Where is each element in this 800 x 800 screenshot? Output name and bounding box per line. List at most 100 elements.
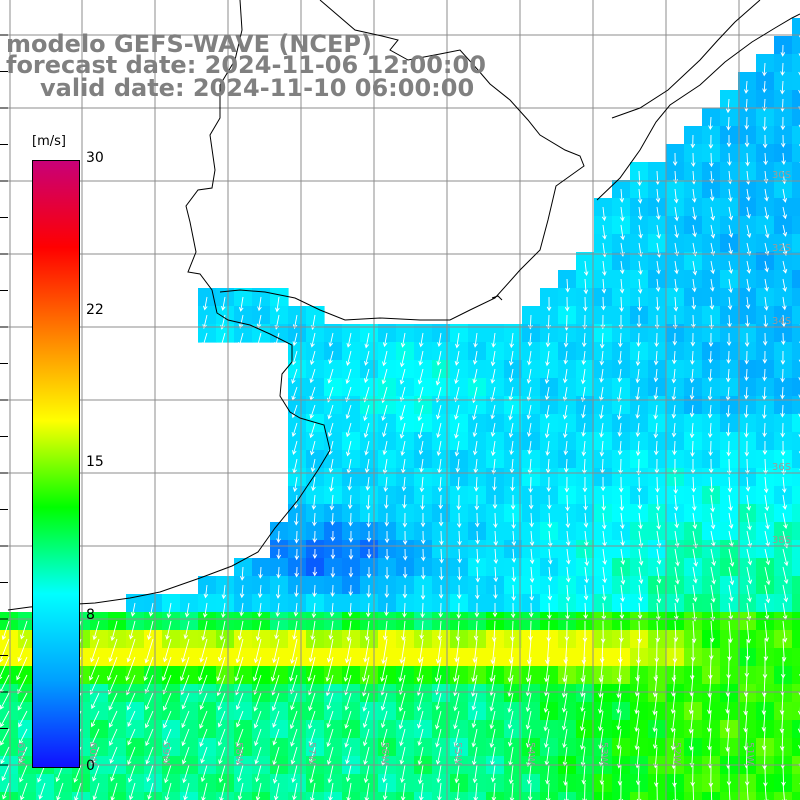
wind-arrow	[2, 782, 10, 800]
wind-arrow	[292, 620, 298, 641]
wind-arrow	[272, 638, 280, 664]
wind-arrow	[126, 692, 136, 711]
wind-arrow	[109, 728, 118, 746]
wind-arrow	[455, 620, 461, 642]
wind-arrow	[709, 476, 715, 493]
wind-speed-cell	[792, 54, 800, 73]
wind-arrow	[493, 512, 498, 529]
wind-arrow	[453, 656, 460, 683]
wind-arrow	[782, 494, 788, 510]
longitude-label: 59W	[160, 742, 171, 765]
wind-arrow	[326, 692, 334, 710]
wind-arrow	[545, 350, 550, 367]
wind-arrow	[402, 494, 407, 509]
wind-arrow	[580, 368, 586, 385]
wind-arrow	[692, 206, 697, 221]
wind-arrow	[709, 638, 714, 661]
wind-arrow	[580, 746, 586, 767]
wind-arrow	[652, 674, 658, 698]
wind-arrow	[420, 513, 426, 528]
wind-arrow	[744, 98, 749, 112]
wind-arrow	[435, 692, 442, 711]
wind-arrow	[527, 782, 533, 800]
wind-arrow	[128, 782, 136, 800]
wind-arrow	[692, 782, 695, 800]
wind-arrow	[312, 548, 318, 559]
longitude-label: 53W	[598, 742, 609, 765]
wind-arrow	[490, 440, 496, 457]
wind-arrow	[708, 116, 713, 131]
wind-arrow	[781, 314, 787, 328]
wind-arrow	[510, 602, 516, 619]
wind-arrow	[673, 494, 679, 512]
wind-arrow	[434, 656, 442, 683]
wind-speed-cell	[792, 162, 800, 181]
wind-arrow	[690, 764, 695, 787]
wind-arrow	[672, 314, 678, 330]
wind-arrow	[782, 548, 789, 567]
wind-arrow	[399, 746, 406, 765]
wind-arrow	[745, 314, 750, 328]
wind-arrow	[637, 170, 642, 187]
wind-arrow	[638, 548, 644, 566]
wind-arrow	[108, 638, 118, 663]
wind-arrow	[456, 494, 462, 511]
wind-arrow	[217, 728, 226, 747]
wind-arrow	[235, 692, 244, 711]
wind-arrow	[744, 332, 750, 348]
wind-arrow	[655, 476, 660, 493]
wind-arrow	[744, 350, 749, 365]
wind-speed-cell	[396, 792, 415, 800]
wind-arrow	[200, 746, 208, 764]
wind-arrow	[109, 746, 118, 764]
wind-speed-cell	[162, 792, 181, 800]
wind-arrow	[511, 566, 517, 583]
model-title: modelo GEFS-WAVE (NCEP)	[6, 30, 372, 58]
wind-arrow	[673, 296, 679, 312]
wind-arrow	[710, 242, 716, 257]
wind-arrow	[362, 692, 370, 712]
wind-arrow	[727, 476, 733, 493]
wind-arrow	[310, 782, 316, 800]
wind-arrow	[181, 638, 190, 663]
wind-arrow	[638, 530, 644, 549]
wind-arrow	[580, 728, 586, 751]
wind-arrow	[545, 764, 550, 785]
wind-arrow	[363, 764, 370, 784]
wind-speed-cell	[792, 36, 800, 55]
wind-speed-cell	[54, 792, 73, 800]
wind-arrow	[656, 260, 661, 275]
wind-arrow	[421, 548, 426, 562]
wind-arrow	[382, 782, 388, 800]
wind-arrow	[90, 710, 100, 728]
wind-arrow	[728, 548, 735, 567]
wind-arrow	[181, 746, 190, 765]
wind-arrow	[130, 602, 136, 617]
wind-arrow	[544, 656, 550, 683]
wind-arrow	[344, 638, 352, 664]
wind-arrow	[344, 710, 352, 729]
wind-arrow	[528, 620, 533, 641]
wind-arrow	[746, 584, 752, 603]
wind-arrow	[544, 404, 550, 419]
wind-arrow	[582, 476, 588, 493]
wind-speed-cell	[792, 612, 800, 631]
wind-arrow	[762, 368, 767, 382]
wind-arrow	[382, 350, 388, 367]
wind-arrow	[275, 602, 281, 618]
wind-arrow	[798, 744, 800, 750]
wind-arrow	[725, 98, 731, 114]
wind-arrow	[692, 548, 698, 567]
wind-arrow	[544, 368, 550, 385]
wind-arrow	[489, 692, 496, 712]
wind-arrow	[257, 296, 262, 312]
wind-arrow	[292, 476, 298, 493]
wind-speed-cell	[108, 792, 127, 800]
wind-speed-cell	[792, 486, 800, 505]
wind-arrow	[762, 422, 767, 438]
wind-arrow	[780, 386, 785, 400]
longitude-label: 60W	[87, 742, 98, 765]
wind-arrow	[579, 710, 586, 732]
wind-arrow	[216, 656, 226, 682]
wind-arrow	[492, 476, 497, 492]
